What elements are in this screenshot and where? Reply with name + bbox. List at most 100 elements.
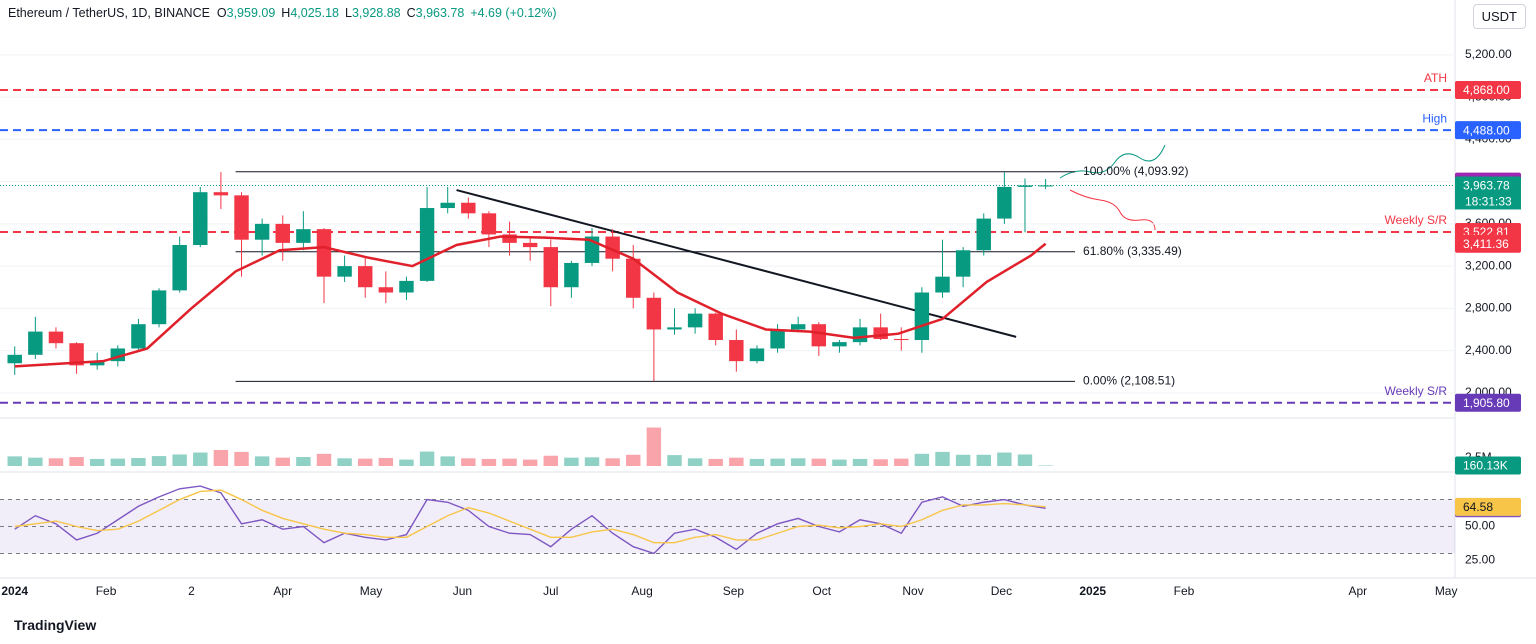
x-tick-label: 2024	[1, 584, 28, 598]
candle-body	[646, 297, 662, 330]
level-tag: High	[1422, 111, 1447, 125]
candle-body	[626, 258, 641, 298]
candle-body	[316, 229, 332, 277]
y-tick-label: 50.00	[1465, 519, 1495, 533]
fib-label: 100.00% (4,093.92)	[1083, 164, 1188, 178]
ohlc-key: H	[281, 6, 291, 20]
volume-bar	[914, 453, 930, 466]
level-badge	[1455, 393, 1521, 412]
price-badge-label: 3,963.78	[1463, 179, 1510, 193]
volume-bar	[151, 456, 167, 466]
candle-body	[296, 229, 311, 243]
volume-bar	[275, 457, 290, 466]
volume-bar	[646, 427, 662, 466]
candle-body	[522, 242, 538, 248]
x-tick-label: Apr	[1348, 584, 1367, 598]
projection-down	[1069, 189, 1156, 231]
candle-body	[213, 192, 229, 196]
volume-bar	[852, 458, 868, 466]
y-tick-label: 25.00	[1465, 552, 1495, 566]
symbol: Ethereum / TetherUS, 1D, BINANCE	[8, 6, 210, 20]
x-tick-label: Sep	[723, 584, 745, 598]
volume-bar	[296, 457, 311, 466]
candle-body	[729, 340, 744, 362]
volume-badge	[1455, 456, 1521, 475]
candle-body	[770, 329, 785, 349]
volume-bar	[955, 454, 971, 466]
volume-bar	[873, 459, 888, 466]
volume-bar	[626, 454, 641, 466]
candle-body	[131, 324, 146, 349]
candle-body	[914, 292, 930, 341]
volume-bar	[110, 458, 126, 466]
candle-body	[7, 354, 22, 364]
volume-bar	[708, 458, 723, 466]
x-tick-label: Jun	[453, 584, 472, 598]
volume-bar	[687, 458, 703, 466]
candle-body	[28, 331, 43, 355]
volume-bar	[832, 459, 847, 466]
candle-body	[687, 313, 703, 328]
candle-body	[873, 327, 888, 339]
candle-body	[564, 262, 579, 288]
candle-body	[935, 276, 950, 293]
volume-bar	[584, 457, 600, 466]
rsi-line	[14, 489, 1046, 544]
ohlc-value: 3,959.09	[226, 6, 276, 20]
candle-body	[69, 343, 84, 366]
candle-body	[749, 348, 765, 362]
candle-body	[997, 186, 1012, 219]
candle-body	[48, 331, 64, 344]
candle-body	[543, 247, 558, 288]
candle-body	[234, 195, 249, 240]
level-badge	[1455, 121, 1521, 140]
y-tick-label: 3,200.00	[1465, 258, 1512, 272]
level-tag: Weekly S/R	[1385, 213, 1448, 227]
volume-bar	[89, 458, 105, 466]
volume-bar	[172, 454, 187, 466]
volume-bar	[564, 457, 579, 466]
x-tick-label: Feb	[96, 584, 117, 598]
fib-label: 61.80% (3,335.49)	[1083, 244, 1182, 258]
x-tick-label: May	[1435, 584, 1458, 598]
ohlc-value: 3,963.78	[415, 6, 465, 20]
x-tick-label: Oct	[812, 584, 831, 598]
candle-body	[172, 244, 187, 291]
volume-bar	[770, 458, 785, 466]
volume-bar	[1038, 465, 1053, 466]
volume-bar	[131, 457, 146, 466]
x-tick-label: Dec	[991, 584, 1012, 598]
candle-body	[481, 213, 497, 235]
volume-bar	[811, 458, 827, 466]
candle-body	[151, 290, 167, 325]
volume-bar	[935, 451, 950, 466]
volume-bar	[749, 458, 765, 466]
x-tick-label: Nov	[902, 584, 923, 598]
candle-body	[708, 313, 723, 341]
volume-bar	[894, 458, 909, 466]
rsi-badge	[1455, 497, 1521, 516]
volume-badge-label: 160.13K	[1463, 459, 1508, 473]
trendline	[456, 189, 1017, 338]
level-tag: Weekly S/R	[1385, 384, 1448, 398]
candle-body	[605, 236, 620, 259]
x-tick-label: 2	[188, 584, 195, 598]
header: Ethereum / TetherUS, 1D, BINANCE O3,959.…	[8, 6, 563, 20]
level-badge-label: 4,868.00	[1463, 83, 1510, 97]
candle-body	[254, 223, 270, 240]
volume-bar	[790, 458, 806, 466]
y-tick-label: 2,800.00	[1465, 301, 1512, 315]
price-badge	[1455, 234, 1521, 253]
x-tick-label: Aug	[631, 584, 652, 598]
candle-body	[337, 266, 352, 277]
volume-bar	[7, 456, 22, 466]
candle-body	[358, 266, 373, 288]
volume-bar	[667, 455, 682, 466]
candle-body	[399, 280, 414, 293]
rsi-badge-label: 64.58	[1463, 500, 1493, 514]
currency-button[interactable]: USDT	[1472, 4, 1526, 29]
moving-average	[14, 235, 1047, 368]
candle-body	[193, 192, 208, 245]
volume-bar	[358, 458, 373, 466]
candle-body	[976, 218, 991, 251]
